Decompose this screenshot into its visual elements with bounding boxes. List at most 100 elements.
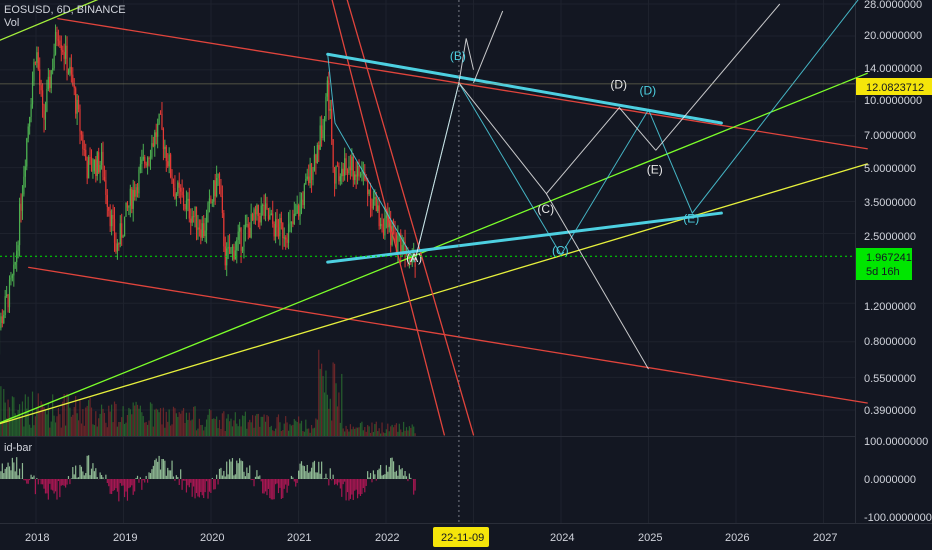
indicator-bar xyxy=(338,479,340,483)
candle-body xyxy=(262,204,264,206)
volume-bar xyxy=(96,426,98,436)
indicator-bar xyxy=(37,479,39,485)
candle-body xyxy=(195,206,198,230)
candle-body xyxy=(397,235,399,253)
indicator-bar xyxy=(177,477,179,479)
volume-bar xyxy=(231,426,234,436)
symbol-title: EOSUSD, 6D, BINANCE xyxy=(4,4,126,16)
candle-body xyxy=(154,132,156,147)
candle-body xyxy=(377,205,379,212)
candle-body xyxy=(290,221,293,223)
volume-bar xyxy=(128,407,130,436)
candle-body xyxy=(217,173,219,178)
candle-body xyxy=(47,76,49,90)
candle-body xyxy=(41,90,44,105)
volume-bar xyxy=(37,393,39,436)
volume-bar xyxy=(152,426,154,436)
volume-bar xyxy=(39,410,41,436)
indicator-bar xyxy=(188,479,190,488)
volume-bar xyxy=(277,414,280,436)
indicator-bar xyxy=(283,479,285,489)
indicator-bar xyxy=(410,477,412,479)
time-axis[interactable]: 2018 2019 2020 2021 2022 2024 2025 2026 … xyxy=(25,527,837,547)
volume-bar xyxy=(118,422,120,436)
trend-line xyxy=(0,163,868,425)
volume-bar xyxy=(279,422,281,436)
candle-body xyxy=(76,99,78,114)
indicator-bar xyxy=(96,477,98,479)
price-label: 20.0000000 xyxy=(864,30,922,42)
candle-body xyxy=(208,198,211,203)
indicator-bar xyxy=(157,461,159,479)
candle-body xyxy=(283,237,285,239)
indicator-bar xyxy=(63,479,65,486)
candle-body xyxy=(378,205,380,227)
indicator-bar xyxy=(41,479,44,485)
trend-line xyxy=(28,266,868,404)
indicator-bar xyxy=(16,457,18,479)
volume-bar xyxy=(171,424,173,436)
candle-body xyxy=(105,180,107,196)
indicator-bar xyxy=(46,479,48,494)
indicator-bar xyxy=(190,479,192,483)
volume-bar xyxy=(276,417,278,436)
candle-body xyxy=(152,143,154,147)
volume-bar xyxy=(122,406,124,436)
volume-bar xyxy=(95,411,97,436)
volume-bar xyxy=(134,405,136,436)
indicator-bar xyxy=(211,477,213,479)
indicator-bar xyxy=(191,479,193,497)
candle-body xyxy=(7,294,9,308)
candle-body xyxy=(302,199,304,206)
indicator-bar xyxy=(70,478,72,479)
volume-bar xyxy=(329,398,331,436)
indicator-bar xyxy=(349,479,352,499)
trend-line xyxy=(346,0,475,436)
indicator-bar xyxy=(65,479,67,488)
candle-body xyxy=(193,216,195,218)
volume-bar xyxy=(305,419,307,436)
indicator-bar xyxy=(111,479,113,495)
volume-bar xyxy=(391,424,393,436)
candle-body xyxy=(67,72,70,74)
candle-body xyxy=(339,176,341,182)
indicator-axis[interactable]: 100.0000000 0.0000000 -100.0000000 xyxy=(864,436,932,524)
candle-body xyxy=(273,223,275,237)
volume-bar xyxy=(188,412,190,436)
indicator-bar xyxy=(82,471,84,479)
volume-bar xyxy=(3,388,5,436)
candle-body xyxy=(180,187,182,192)
volume-bar xyxy=(119,422,121,436)
indicator-bar xyxy=(214,479,216,490)
indicator-bar xyxy=(67,476,70,479)
volume-bar xyxy=(375,421,377,436)
indicator-bar xyxy=(182,479,185,481)
price-axis[interactable]: 28.0000000 20.0000000 14.0000000 10.0000… xyxy=(856,0,932,417)
time-label: 2021 xyxy=(287,532,311,544)
indicator-bar xyxy=(377,470,379,479)
candle-body xyxy=(204,230,206,237)
volume-bar xyxy=(69,407,71,436)
volume-bar xyxy=(193,406,195,436)
candle-body xyxy=(367,179,369,195)
indicator-bar xyxy=(213,479,215,490)
candle-body xyxy=(108,206,110,211)
candle-body xyxy=(403,241,405,246)
candle-body xyxy=(53,54,55,69)
candle-body xyxy=(239,227,241,232)
indicator-bar xyxy=(342,479,344,485)
indicator-bar xyxy=(60,479,62,486)
volume-bar xyxy=(201,424,203,436)
indicator-bar xyxy=(319,473,321,479)
volume-bar xyxy=(344,431,346,436)
volume-bar xyxy=(210,410,212,436)
indicator-bar xyxy=(374,474,376,479)
volume-bar xyxy=(315,418,317,436)
candle-body xyxy=(146,157,149,166)
candle-body xyxy=(266,203,268,209)
candle-body xyxy=(142,156,144,160)
volume-bar xyxy=(106,427,108,436)
candle-body xyxy=(369,189,372,207)
volume-bar xyxy=(162,407,165,436)
